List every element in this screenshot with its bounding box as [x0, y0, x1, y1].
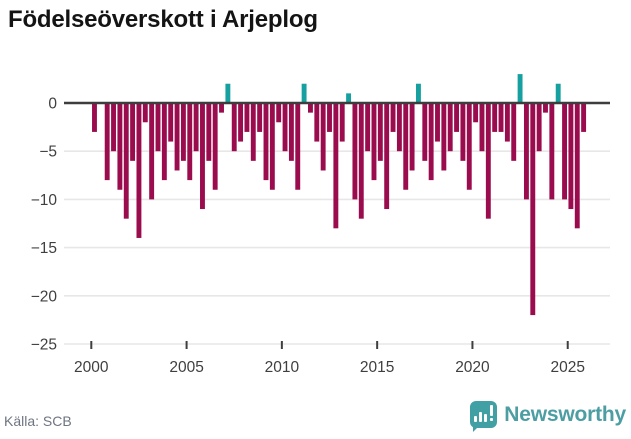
bar: [549, 103, 555, 200]
bar: [377, 103, 383, 161]
bar: [142, 103, 148, 123]
bar: [396, 103, 402, 152]
bar: [492, 103, 498, 132]
bar: [403, 103, 409, 190]
bar: [212, 103, 218, 190]
bar: [543, 103, 548, 113]
bar: [504, 103, 510, 142]
bar: [530, 103, 536, 316]
bar: [136, 103, 142, 238]
bar: [498, 103, 504, 132]
bar: [422, 103, 428, 161]
bar: [485, 103, 491, 219]
x-tick-label: 2015: [360, 359, 394, 376]
bar: [155, 103, 161, 152]
bar: [168, 103, 174, 142]
x-tick-label: 2025: [550, 359, 584, 376]
bar: [365, 103, 371, 152]
bar: [346, 93, 352, 103]
bar-chart-speech-bubble-icon: [470, 401, 498, 432]
bar: [123, 103, 129, 219]
y-tick-label: −5: [39, 144, 57, 161]
y-tick-label: −10: [31, 192, 58, 209]
bar: [111, 103, 116, 152]
bar: [511, 103, 517, 161]
bar: [416, 83, 421, 103]
source-note: Källa: SCB: [4, 413, 72, 429]
bar: [257, 103, 263, 132]
bar: [473, 103, 479, 123]
y-axis-labels: 0 −5 −10 −15 −20 −25: [31, 96, 58, 354]
chart-title: Födelseöverskott i Arjeplog: [8, 6, 318, 33]
bar: [339, 103, 345, 142]
bar: [117, 103, 123, 190]
bar: [187, 103, 193, 181]
y-tick-label: 0: [48, 96, 57, 113]
y-tick-label: −25: [31, 337, 57, 354]
bar: [447, 103, 453, 152]
bar: [390, 103, 396, 132]
bar: [555, 83, 561, 103]
bar: [161, 103, 167, 181]
x-tick-label: 2010: [265, 359, 300, 376]
bar: [206, 103, 212, 161]
bar: [581, 103, 587, 132]
bar: [409, 103, 415, 171]
bar: [295, 103, 301, 190]
bar: [358, 103, 364, 219]
bar: [174, 103, 180, 171]
bar: [301, 83, 307, 103]
bar: [276, 103, 282, 123]
x-tick-label: 2020: [455, 359, 490, 376]
bar: [288, 103, 294, 161]
y-tick-label: −15: [31, 240, 57, 257]
bar: [200, 103, 205, 210]
bar: [384, 103, 390, 210]
bar: [536, 103, 542, 152]
bar: [231, 103, 237, 152]
bar: [180, 103, 186, 161]
bar: [441, 103, 447, 171]
bar: [562, 103, 567, 200]
bar: [263, 103, 269, 181]
bar: [428, 103, 434, 181]
x-axis-labels: 2000 2005 2010 2015 2020 2025: [74, 341, 585, 376]
bar: [193, 103, 199, 152]
bar: [574, 103, 580, 229]
newsworthy-logo: Newsworthy: [470, 401, 626, 432]
bar: [466, 103, 472, 190]
bar: [327, 103, 332, 132]
bar: [250, 103, 256, 161]
bar: [523, 103, 529, 200]
bar: [244, 103, 250, 132]
bar: [435, 103, 440, 142]
bar: [219, 103, 224, 113]
bar: [282, 103, 288, 152]
bar: [130, 103, 136, 161]
x-tick-label: 2005: [169, 359, 203, 376]
bar: [460, 103, 466, 161]
bar: [308, 103, 313, 113]
bar: [320, 103, 326, 171]
bar: [104, 103, 110, 181]
x-tick-label: 2000: [74, 359, 109, 376]
bar: [352, 103, 358, 200]
bar: [149, 103, 155, 200]
bars: [92, 74, 587, 316]
bar: [314, 103, 320, 142]
bar: [238, 103, 244, 142]
bar: [371, 103, 377, 181]
bar: [269, 103, 275, 190]
bar: [568, 103, 574, 210]
bar: [333, 103, 339, 229]
bar: [454, 103, 460, 132]
bar: [517, 74, 523, 103]
bar: [92, 103, 97, 132]
bar: [479, 103, 485, 152]
y-tick-label: −20: [31, 288, 58, 305]
bar: [225, 83, 231, 103]
brand-name: Newsworthy: [504, 402, 626, 426]
